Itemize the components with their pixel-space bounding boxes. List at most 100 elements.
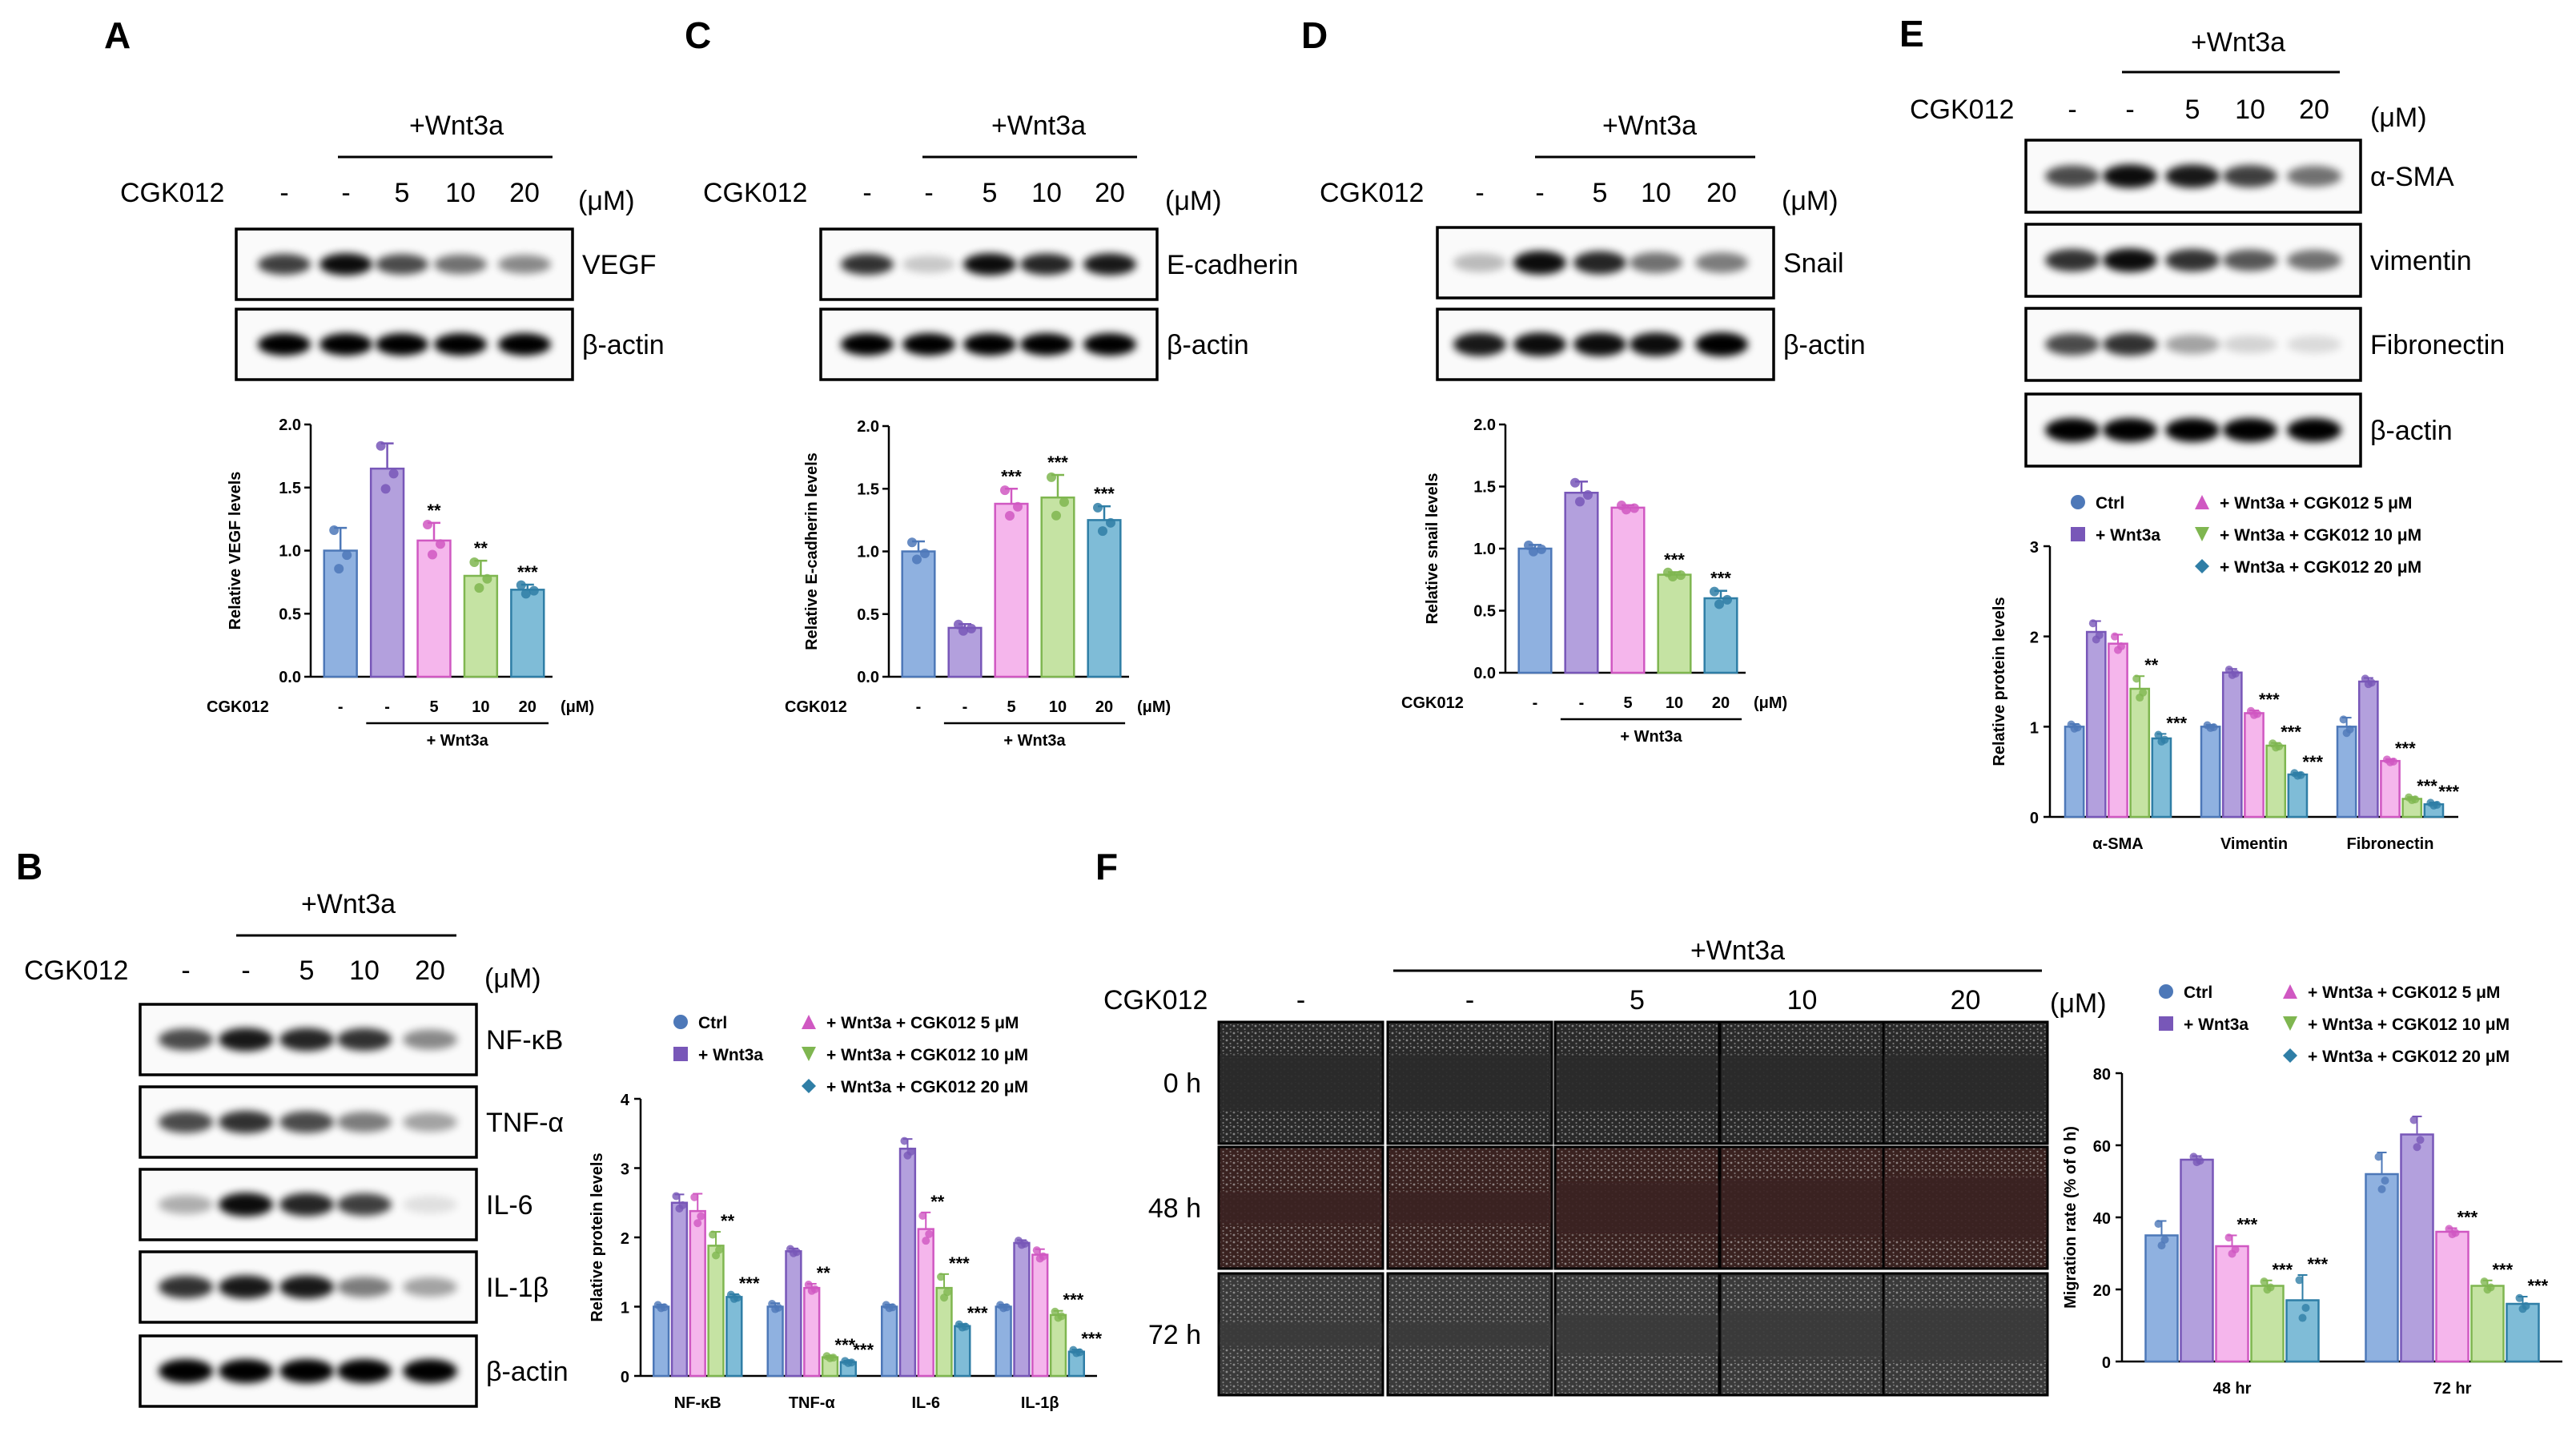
x-prefix-label: CGK012 xyxy=(785,698,847,716)
x-tick-label: 5 xyxy=(1623,694,1632,712)
significance-label: *** xyxy=(1094,484,1115,504)
bar-group: ** 5 xyxy=(416,501,452,716)
x-tick-label: - xyxy=(1533,694,1538,712)
dose-label: 10 xyxy=(1641,178,1671,208)
blot-band xyxy=(841,253,894,276)
blot-band xyxy=(2223,335,2277,354)
migration-image xyxy=(1882,1272,2049,1397)
migration-image xyxy=(1553,1272,1721,1397)
legend-entry: Ctrl xyxy=(673,1014,727,1032)
data-point xyxy=(2192,1158,2201,1167)
data-point xyxy=(2364,680,2373,689)
significance-label: *** xyxy=(835,1335,856,1355)
x-tick-label: - xyxy=(338,698,344,716)
wnt3a-label: +Wnt3a xyxy=(301,889,396,919)
bar xyxy=(2435,1230,2470,1363)
blot-panel-C: +Wnt3a CGK012 - - 5 10 20 (μM) E-cadherin β-actin xyxy=(703,111,1298,381)
data-point xyxy=(2377,1185,2386,1193)
bar-group: ** xyxy=(917,1192,945,1378)
bar-group xyxy=(1013,1237,1031,1378)
cgk012-label: CGK012 xyxy=(1910,95,2014,125)
blot-label: Fibronectin xyxy=(2370,330,2505,360)
data-point xyxy=(380,484,391,494)
wound-gap xyxy=(1722,1179,1883,1237)
data-point xyxy=(388,469,399,479)
data-point xyxy=(2272,743,2281,752)
blot-label: TNF-α xyxy=(486,1108,564,1138)
dose-label: 10 xyxy=(1787,985,1818,1016)
legend-label: Ctrl xyxy=(698,1014,727,1032)
bar xyxy=(1517,547,1553,674)
significance-label: *** xyxy=(1710,569,1731,589)
data-point xyxy=(520,589,531,599)
bar xyxy=(2108,642,2128,819)
data-point xyxy=(844,1358,853,1367)
group-label: + Wnt3a xyxy=(427,732,489,750)
blot-band xyxy=(1695,252,1748,273)
legend-entry: + Wnt3a + CGK012 5 μM xyxy=(802,1014,1019,1032)
data-point xyxy=(2413,1143,2421,1152)
y-axis-label: Relative E-cadherin levels xyxy=(803,453,821,650)
data-point xyxy=(922,1237,930,1245)
chart-A: 0.0 0.5 1.0 1.5 2.0 Relative VEGF levels - - ** 5… xyxy=(207,416,594,750)
data-point xyxy=(885,1304,894,1313)
blot-band xyxy=(403,1029,457,1050)
x-unit-label: (μM) xyxy=(1754,694,1787,712)
bar-group xyxy=(2400,1116,2434,1363)
cgk012-label: CGK012 xyxy=(120,178,224,208)
x-tick-label: 48 hr xyxy=(2213,1380,2252,1398)
bar-group: *** xyxy=(821,1335,856,1378)
bar-group: - xyxy=(369,440,405,716)
migration-image xyxy=(1386,1145,1553,1270)
legend-label: + Wnt3a xyxy=(2184,1016,2248,1034)
migration-image xyxy=(1386,1272,1553,1397)
y-tick-label: 4 xyxy=(621,1092,630,1109)
dose-label: - xyxy=(1465,985,1474,1016)
bar-charts: 0.0 0.5 1.0 1.5 2.0 Relative VEGF levels - - ** 5… xyxy=(207,416,2562,1412)
data-point xyxy=(789,1249,798,1257)
wound-gap xyxy=(1885,1054,2046,1112)
data-point xyxy=(329,525,340,535)
data-point xyxy=(474,583,484,593)
data-point xyxy=(2092,635,2100,644)
legend-marker xyxy=(2283,1016,2297,1031)
bar-group: *** xyxy=(2435,1208,2478,1363)
blot-row: β-actin xyxy=(819,308,1249,381)
legend-marker xyxy=(2195,527,2209,541)
y-tick-label: 1 xyxy=(621,1300,629,1317)
data-point xyxy=(1013,501,1023,512)
wound-gap xyxy=(1557,1181,1718,1234)
data-point xyxy=(1035,1254,1044,1263)
data-point xyxy=(2157,737,2166,746)
bar-group: 5 xyxy=(1610,501,1646,712)
legend-entry: + Wnt3a + CGK012 20 μM xyxy=(802,1078,1028,1096)
data-point xyxy=(2298,1313,2307,1322)
blot-band xyxy=(279,1028,334,1052)
data-point xyxy=(2228,670,2236,679)
significance-label: *** xyxy=(1001,466,1022,486)
data-point xyxy=(436,539,445,549)
bar xyxy=(689,1209,706,1378)
data-point xyxy=(2408,796,2417,805)
wound-gap xyxy=(1557,1055,1718,1111)
blot-band xyxy=(2045,333,2100,356)
bar-group: ** xyxy=(2129,655,2159,819)
y-tick-label: 1.0 xyxy=(1473,541,1496,558)
bar-group: *** xyxy=(2423,782,2460,819)
significance-label: *** xyxy=(2493,1260,2514,1280)
panel-label-B: B xyxy=(16,846,42,887)
x-prefix-label: CGK012 xyxy=(207,698,269,716)
y-tick-label: 0 xyxy=(2030,810,2039,827)
legend-marker xyxy=(673,1015,688,1029)
data-point xyxy=(771,1305,780,1313)
data-point xyxy=(807,1286,816,1295)
x-tick-label: 10 xyxy=(1666,694,1683,712)
data-point xyxy=(2448,1230,2457,1239)
bar-group: *** xyxy=(1049,1290,1084,1378)
data-point xyxy=(1072,1349,1081,1358)
blot-band xyxy=(1573,332,1626,356)
migration-image xyxy=(1882,1145,2049,1270)
x-tick-label: Fibronectin xyxy=(2347,835,2434,853)
data-point xyxy=(2381,1177,2389,1185)
